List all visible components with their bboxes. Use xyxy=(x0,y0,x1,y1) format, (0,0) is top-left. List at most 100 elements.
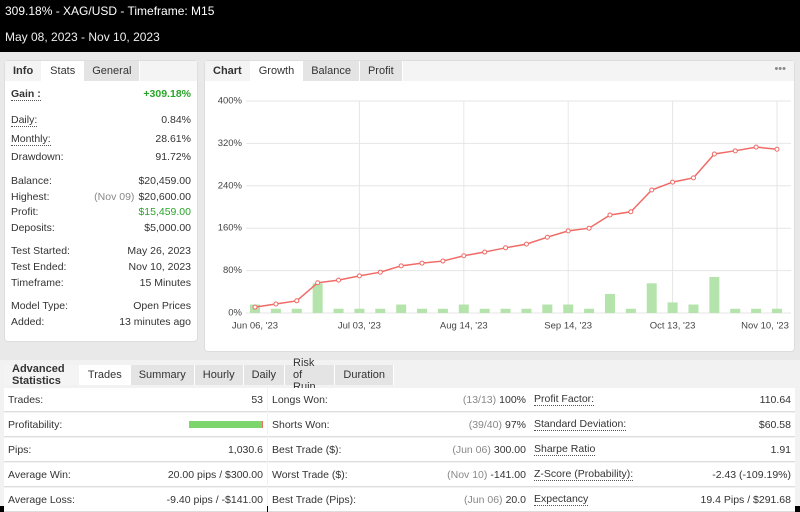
tab[interactable]: Summary xyxy=(130,365,195,385)
point xyxy=(461,253,467,259)
tab[interactable]: Growth xyxy=(250,61,304,81)
y-tick-label: 320% xyxy=(218,138,243,149)
won-bar xyxy=(189,421,262,428)
point xyxy=(711,151,717,157)
info-value: 91.72% xyxy=(155,151,191,163)
stat-value: 300.00 xyxy=(493,443,526,456)
bar xyxy=(604,293,615,313)
stat-cell: Sharpe Ratio 1.91 xyxy=(530,438,795,462)
info-label: Model Type: xyxy=(11,300,69,312)
info-label: Timeframe: xyxy=(11,277,64,289)
bar xyxy=(333,308,344,313)
stat-cell: Trades: 53 xyxy=(4,388,267,412)
stat-note: (39/40) xyxy=(468,418,502,431)
stat-note: (13/13) xyxy=(462,393,497,406)
tab[interactable]: General xyxy=(84,61,141,81)
info-label: Profit: xyxy=(11,206,39,218)
info-value: 0.84% xyxy=(161,114,191,126)
stat-label: Average Loss: xyxy=(8,493,75,506)
point xyxy=(523,241,529,247)
x-tick-label: Oct 13, '23 xyxy=(650,321,696,332)
point xyxy=(607,212,613,218)
stat-label: Standard Deviation: xyxy=(534,418,627,431)
x-tick-label: Aug 14, '23 xyxy=(440,321,488,332)
stat-cell: Profitability: xyxy=(4,413,267,437)
x-tick-label: Jul 03, '23 xyxy=(338,321,381,332)
stat-label: Profit Factor: xyxy=(534,393,595,406)
info-label: Highest: xyxy=(11,191,50,203)
info-row: Balance: $20,459.00 xyxy=(11,175,191,187)
tab[interactable]: Profit xyxy=(359,61,403,81)
stat-label: Worst Trade ($): xyxy=(272,468,348,481)
chart: 0% 80% 160% 240% 320% 400% Jun 06, '23 Jul 03, … xyxy=(218,96,791,332)
tab[interactable]: Duration xyxy=(335,365,394,385)
stat-cell: Pips: 1,030.6 xyxy=(4,438,267,462)
page-title: 309.18% - XAG/USD - Timeframe: M15 xyxy=(5,4,215,18)
stat-value: 53 xyxy=(251,393,263,406)
tab[interactable]: Risk of Ruin xyxy=(285,357,336,393)
bar xyxy=(500,308,511,313)
bar xyxy=(479,308,490,313)
stat-value: 19.4 Pips / $291.68 xyxy=(700,493,792,506)
chart-tabs: Chart Growth Balance Profit xyxy=(205,61,794,81)
x-tick-label: Nov 10, '23 xyxy=(741,321,789,332)
point xyxy=(503,245,509,251)
info-label: Test Ended: xyxy=(11,261,67,273)
info-note: (Nov 09) xyxy=(94,191,135,203)
stat-value: -9.40 pips / -$141.00 xyxy=(166,493,263,506)
info-label: Deposits: xyxy=(11,222,55,234)
point xyxy=(774,146,780,152)
bar xyxy=(375,308,386,313)
info-value: $15,459.00 xyxy=(138,206,191,218)
tab[interactable]: Stats xyxy=(42,61,85,81)
tab[interactable]: Balance xyxy=(303,61,360,81)
menu-icon[interactable]: ••• xyxy=(774,63,786,75)
stat-value: 110.64 xyxy=(759,393,791,406)
point xyxy=(273,301,279,307)
advanced-tabs: Advanced Statistics Trades Summary Hourly D… xyxy=(4,357,394,393)
chart-label: Chart xyxy=(205,61,251,81)
stat-label: Best Trade (Pips): xyxy=(272,493,357,506)
bar xyxy=(437,308,448,313)
tab[interactable]: Hourly xyxy=(194,365,244,385)
bar xyxy=(646,283,657,313)
info-row: Test Ended: Nov 10, 2023 xyxy=(11,261,191,273)
info-tabs: Info Stats General xyxy=(5,61,197,81)
stat-label: Shorts Won: xyxy=(272,418,330,431)
point xyxy=(440,258,446,264)
point xyxy=(398,263,404,269)
point xyxy=(544,234,550,240)
bar xyxy=(751,308,762,313)
tab[interactable]: Info xyxy=(5,61,43,81)
point xyxy=(628,209,634,215)
advanced-panel: Advanced Statistics Trades Summary Hourly D… xyxy=(0,357,800,512)
bar xyxy=(521,308,532,313)
info-row: Added: 13 minutes ago xyxy=(11,316,191,328)
stat-cell: Shorts Won: (39/40) 97% xyxy=(268,413,530,437)
stat-cell: Longs Won: (13/13) 100% xyxy=(268,388,530,412)
info-value: $20,459.00 xyxy=(138,175,191,187)
stat-cell: Z-Score (Probability): -2.43 (-109.19%) xyxy=(530,463,795,487)
x-tick-label: Jun 06, '23 xyxy=(232,321,278,332)
stat-label: Profitability: xyxy=(8,418,63,431)
info-label: Drawdown: xyxy=(11,151,64,163)
bar xyxy=(542,304,553,313)
tab[interactable]: Daily xyxy=(243,365,286,385)
point xyxy=(252,304,258,310)
point xyxy=(670,179,676,185)
x-tick-label: Sep 14, '23 xyxy=(544,321,592,332)
info-value: 28.61% xyxy=(155,133,191,145)
info-row: Drawdown: 91.72% xyxy=(11,151,191,163)
info-row: Model Type: Open Prices xyxy=(11,300,191,312)
info-value: +309.18% xyxy=(143,88,191,100)
point xyxy=(336,277,342,283)
stat-cell: Standard Deviation: $60.58 xyxy=(530,413,795,437)
stat-label: Expectancy xyxy=(534,493,589,506)
stat-label: Trades: xyxy=(8,393,44,406)
growth-line xyxy=(254,146,778,308)
stat-cell: Average Loss: -9.40 pips / -$141.00 xyxy=(4,488,267,512)
info-panel: Info Stats General Gain : +309.18% Daily: 0.8… xyxy=(4,60,198,342)
tab[interactable]: Trades xyxy=(79,365,131,385)
info-row: Deposits: $5,000.00 xyxy=(11,222,191,234)
stat-note: (Jun 06) xyxy=(452,443,491,456)
